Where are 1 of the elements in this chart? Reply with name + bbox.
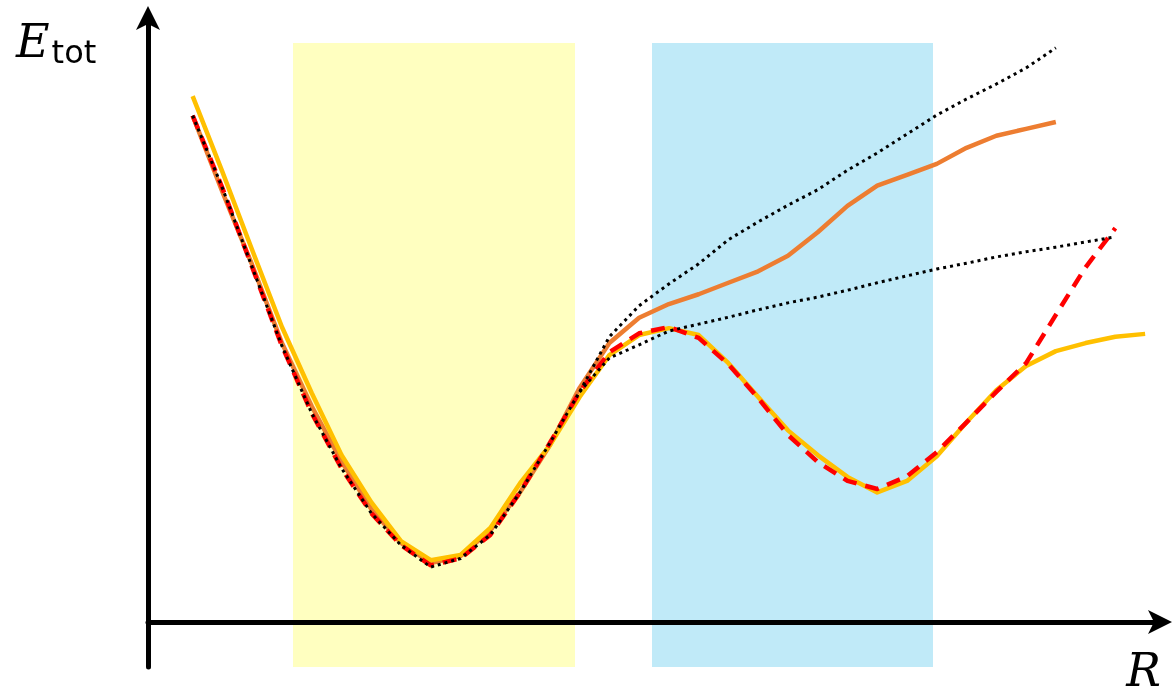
x-axis-title: R xyxy=(1125,643,1162,695)
